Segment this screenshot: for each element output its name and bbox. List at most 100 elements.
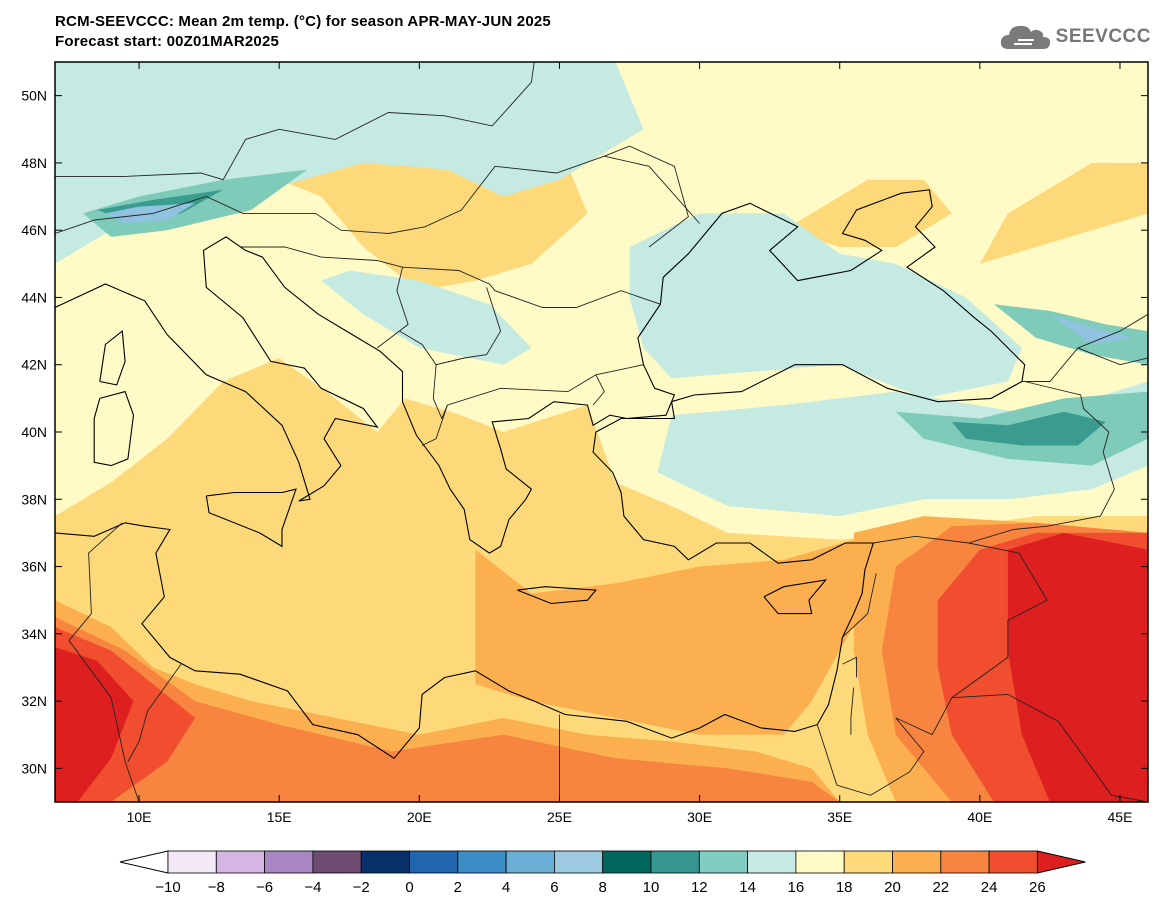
cloud-icon [1000, 25, 1050, 49]
colorbar-over-arrow [1036, 850, 1086, 874]
country-border [399, 287, 502, 366]
coastline [93, 390, 135, 467]
country-border [432, 364, 644, 420]
seevccc-logo: SEEVCCC [1000, 22, 1151, 52]
coastline [205, 488, 297, 548]
lat-tick-label: 48N [21, 155, 47, 171]
colorbar-swatch [312, 850, 362, 874]
coastlines [55, 189, 1026, 760]
colorbar-label: 6 [550, 879, 558, 896]
colorbar-label: 14 [739, 879, 756, 896]
lat-tick-label: 44N [21, 289, 47, 305]
lon-tick-label: 15E [267, 809, 292, 825]
colorbar-label: 2 [454, 879, 462, 896]
country-borders [55, 62, 1148, 802]
colorbar-under-arrow [119, 850, 169, 874]
temp-zone-12-14 [993, 304, 1148, 365]
lat-tick-label: 40N [21, 424, 47, 440]
lat-tick-label: 38N [21, 491, 47, 507]
temp-zone-18-20 [55, 358, 1148, 802]
coastline [55, 189, 1026, 760]
lon-tick-label: 40E [967, 809, 992, 825]
country-border [951, 693, 1148, 802]
country-border [873, 381, 1115, 544]
colorbar-label: 20 [884, 879, 901, 896]
temp-zone-6-8 [105, 203, 196, 224]
country-border [1077, 313, 1148, 349]
colorbar-swatch [843, 850, 893, 874]
temperature-zones [55, 62, 1148, 802]
map-frame [54, 61, 1149, 803]
temp-zone-18-20 [279, 112, 588, 291]
logo-text: SEEVCCC [1055, 26, 1151, 47]
lon-tick-label: 10E [127, 809, 152, 825]
lat-tick-label: 34N [21, 626, 47, 642]
colorbar-swatch [650, 850, 700, 874]
chart-title: RCM-SEEVCCC: Mean 2m temp. (°C) for seas… [55, 12, 551, 52]
country-border [592, 374, 605, 406]
colorbar-swatch [360, 850, 410, 874]
colorbar-swatch [698, 850, 748, 874]
temp-zone-10-12 [951, 411, 1106, 446]
lat-tick-label: 42N [21, 357, 47, 373]
lat-tick-label: 32N [21, 693, 47, 709]
coastline [763, 579, 828, 615]
colorbar-label: 10 [643, 879, 660, 896]
temp-zone-14-16 [657, 381, 1148, 517]
colorbar-label: 8 [599, 879, 607, 896]
colorbar-swatch [554, 850, 604, 874]
temp-zone-14-16 [321, 270, 532, 365]
temp-zone-10-12 [97, 189, 224, 221]
country-border [68, 522, 140, 802]
colorbar-swatch [167, 850, 217, 874]
colorbar-swatch [457, 850, 507, 874]
temp-zone-6-8 [1049, 314, 1134, 345]
colorbar-label: −4 [304, 879, 321, 896]
temp-zone-24-26 [937, 532, 1148, 802]
colorbar-swatch [505, 850, 555, 874]
temp-zone-22-24 [55, 617, 840, 802]
temp-zone-18-20 [979, 162, 1148, 264]
colorbar-label: 12 [691, 879, 708, 896]
colorbar-swatch [892, 850, 942, 874]
country-border [850, 687, 855, 735]
title-line-1: RCM-SEEVCCC: Mean 2m temp. (°C) for seas… [55, 13, 551, 30]
country-border [604, 155, 700, 224]
temp-zone-20-22 [475, 532, 896, 735]
country-border [842, 573, 877, 638]
country-border [836, 542, 1048, 796]
colorbar-label: 16 [788, 879, 805, 896]
temp-zone-12-14 [83, 169, 308, 237]
colorbar-swatch [264, 850, 314, 874]
colorbar-label: −6 [256, 879, 273, 896]
lon-tick-label: 20E [407, 809, 432, 825]
colorbar-label: 22 [932, 879, 949, 896]
temp-zone-14-16 [55, 62, 644, 264]
colorbar-label: 4 [502, 879, 510, 896]
colorbar-label: 0 [405, 879, 413, 896]
colorbar-swatch [988, 850, 1038, 874]
country-border [816, 724, 838, 786]
colorbar-swatch [940, 850, 990, 874]
temp-zone-22-24 [881, 522, 1148, 802]
colorbar-swatch [215, 850, 266, 874]
colorbar-swatch [409, 850, 459, 874]
temp-zone-16-18 [55, 62, 1148, 802]
colorbar-swatch [795, 850, 845, 874]
coastline [517, 586, 598, 605]
lat-tick-label: 36N [21, 559, 47, 575]
temp-zone-24-26 [55, 627, 196, 802]
axis-ticks: 50N 48N 46N 44N 42N 40N 38N 36N 34N 32N 30N 10E 15E 2… [21, 62, 1148, 825]
colorbar-label: −8 [208, 879, 225, 896]
temp-zone->26 [1007, 532, 1148, 802]
country-border [127, 663, 182, 762]
country-border [240, 246, 409, 349]
colorbar-swatch [602, 850, 652, 874]
colorbar: −10 −8 −6 −4 −2 0 2 4 6 8 10 12 14 16 18 20 22 24 26 [119, 850, 1086, 896]
temp-zone-20-22 [853, 516, 1148, 802]
temp-zone-20-22 [55, 600, 840, 802]
coastline [99, 330, 126, 386]
colorbar-label: −2 [353, 879, 370, 896]
country-border [55, 145, 689, 248]
